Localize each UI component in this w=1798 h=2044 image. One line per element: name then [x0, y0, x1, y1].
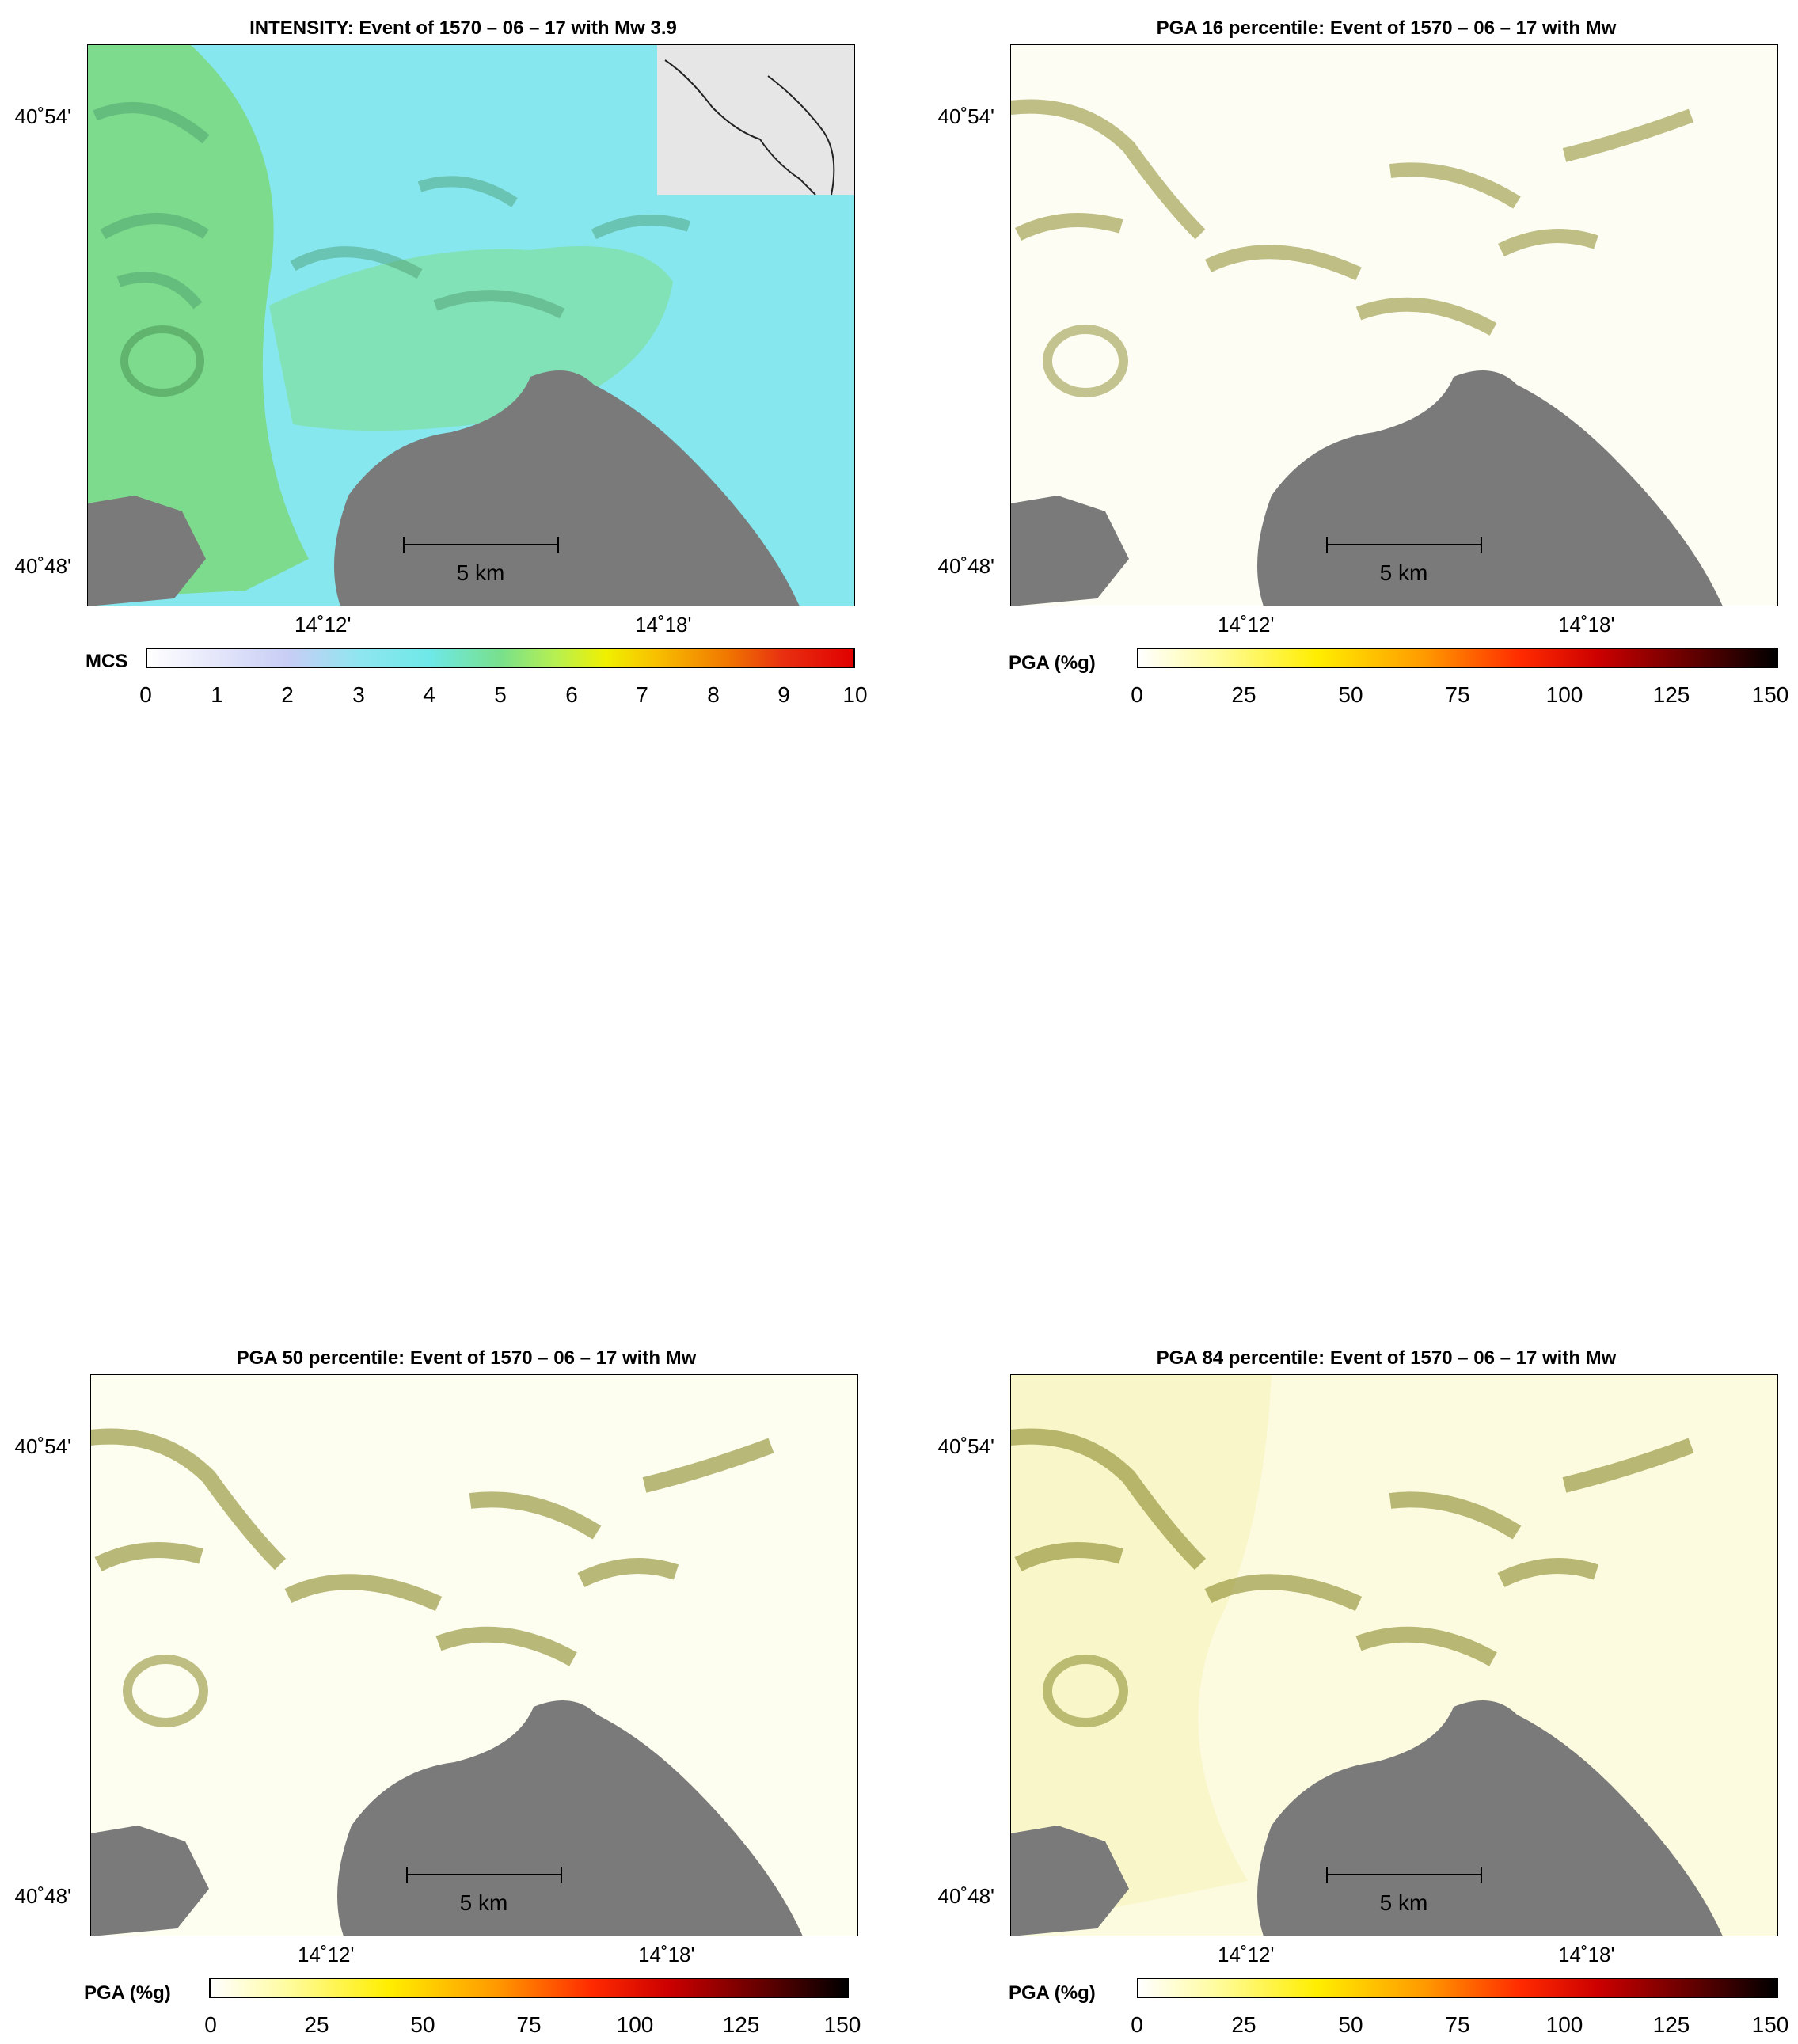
panel-title: PGA 84 percentile: Event of 1570 – 06 – … [1156, 1347, 1617, 1369]
sea-area-west [90, 1826, 209, 1936]
colorbar-label: PGA (%g) [84, 1982, 171, 2004]
lat-label-south: 40˚48' [937, 554, 994, 578]
colorbar-tick: 150 [1751, 2012, 1789, 2037]
lat-label-north: 40˚54' [14, 104, 71, 128]
colorbar-tick: 0 [204, 2012, 217, 2037]
inset-map [657, 44, 855, 195]
colorbar [209, 1978, 849, 1998]
scale-label: 5 km [1380, 560, 1428, 585]
sea-area-west [87, 496, 206, 606]
scale-label: 5 km [1380, 1890, 1428, 1915]
lat-label-north: 40˚54' [14, 1434, 71, 1458]
elevated-pga-zone [1010, 1374, 1272, 1928]
map-pga-50: 5 km [90, 1374, 858, 1936]
colorbar [1137, 1978, 1778, 1998]
lon-label-east: 14˚18' [635, 613, 692, 636]
lat-label-south: 40˚48' [937, 1884, 994, 1908]
lat-label-north: 40˚54' [937, 1434, 994, 1458]
colorbar-tick: 25 [1231, 682, 1256, 707]
lat-label-north: 40˚54' [937, 104, 994, 128]
high-intensity-zone [87, 44, 309, 598]
crater-rim [1043, 1655, 1128, 1727]
map-pga-84: 5 km [1010, 1374, 1778, 1936]
colorbar-tick: 4 [423, 682, 435, 707]
colorbar-tick: 3 [352, 682, 365, 707]
panel-title: PGA 50 percentile: Event of 1570 – 06 – … [236, 1347, 697, 1369]
colorbar-tick: 8 [707, 682, 720, 707]
lon-label-east: 14˚18' [1558, 613, 1615, 636]
colorbar-tick: 50 [1338, 2012, 1363, 2037]
lat-label-south: 40˚48' [14, 554, 71, 578]
lon-label-east: 14˚18' [638, 1943, 695, 1966]
colorbar-tick: 150 [823, 2012, 861, 2037]
colorbar-tick: 2 [281, 682, 294, 707]
colorbar [1137, 648, 1778, 668]
lat-label-south: 40˚48' [14, 1884, 71, 1908]
colorbar-tick: 125 [722, 2012, 760, 2037]
colorbar-tick: 5 [494, 682, 507, 707]
colorbar-tick: 10 [842, 682, 868, 707]
colorbar-tick: 0 [139, 682, 152, 707]
scale-label: 5 km [457, 560, 505, 585]
colorbar-tick: 25 [304, 2012, 329, 2037]
relief-ridges [1010, 99, 1694, 336]
colorbar [146, 648, 855, 668]
colorbar-tick: 125 [1652, 682, 1690, 707]
colorbar-tick: 100 [616, 2012, 654, 2037]
sea-area-west [1010, 496, 1129, 606]
relief-ridges [90, 1428, 774, 1666]
lon-label-west: 14˚12' [298, 1943, 355, 1966]
colorbar-tick: 25 [1231, 2012, 1256, 2037]
panel-title: INTENSITY: Event of 1570 – 06 – 17 with … [249, 17, 677, 39]
crater-rim [1043, 325, 1128, 397]
colorbar-tick: 150 [1751, 682, 1789, 707]
colorbar-tick: 100 [1545, 682, 1583, 707]
colorbar-label: MCS [86, 651, 128, 672]
lon-label-east: 14˚18' [1558, 1943, 1615, 1966]
crater-rim [123, 1655, 208, 1727]
relief-ridges [93, 102, 691, 319]
colorbar-tick: 75 [1445, 682, 1470, 707]
sea-area-west [1010, 1826, 1129, 1936]
colorbar-tick: 6 [565, 682, 578, 707]
sea-area-gulf [1257, 370, 1723, 606]
colorbar-tick: 75 [516, 2012, 542, 2037]
colorbar-tick: 75 [1445, 2012, 1470, 2037]
lon-label-west: 14˚12' [295, 613, 352, 636]
colorbar-tick: 1 [211, 682, 223, 707]
relief-ridges [1010, 1428, 1694, 1666]
colorbar-tick: 0 [1131, 2012, 1143, 2037]
crater-rim [120, 325, 204, 397]
lon-label-west: 14˚12' [1218, 1943, 1275, 1966]
colorbar-tick: 9 [777, 682, 790, 707]
map-intensity: 5 km [87, 44, 855, 606]
colorbar-label: PGA (%g) [1009, 1982, 1096, 2004]
sea-area-gulf [1257, 1700, 1723, 1936]
colorbar-tick: 50 [1338, 682, 1363, 707]
colorbar-tick: 100 [1545, 2012, 1583, 2037]
panel-title: PGA 16 percentile: Event of 1570 – 06 – … [1156, 17, 1617, 39]
scale-label: 5 km [460, 1890, 508, 1915]
colorbar-tick: 0 [1131, 682, 1143, 707]
sea-area-gulf [337, 1700, 803, 1936]
lon-label-west: 14˚12' [1218, 613, 1275, 636]
colorbar-label: PGA (%g) [1009, 652, 1096, 674]
sea-area-gulf [334, 370, 800, 606]
map-pga-16: 5 km [1010, 44, 1778, 606]
inset-coastline [664, 59, 835, 196]
colorbar-tick: 7 [636, 682, 648, 707]
colorbar-tick: 125 [1652, 2012, 1690, 2037]
colorbar-tick: 50 [410, 2012, 435, 2037]
